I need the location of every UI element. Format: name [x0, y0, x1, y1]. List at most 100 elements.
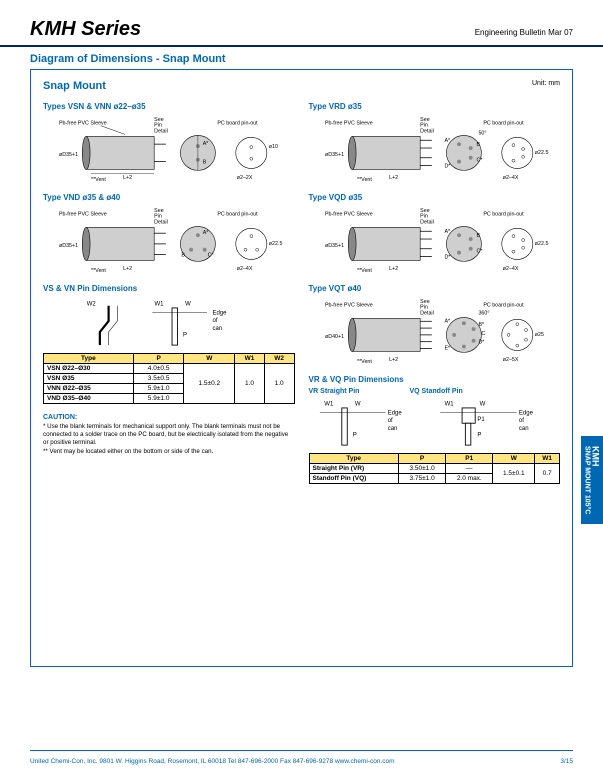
svg-text:Pb-free PVC Sleeve: Pb-free PVC Sleeve: [324, 121, 372, 127]
svg-text:L+2: L+2: [389, 175, 398, 181]
svg-text:E*: E*: [444, 345, 450, 351]
svg-text:L+2: L+2: [389, 266, 398, 272]
vs-pin-table: Type P W W1 W2 VSN Ø22–Ø30 4.0±0.5 1.5±0…: [43, 353, 295, 404]
svg-text:Detail: Detail: [420, 219, 434, 225]
svg-text:PC board pin-out: PC board pin-out: [483, 121, 524, 127]
svg-text:L+2: L+2: [389, 357, 398, 363]
right-column: Type VRD ø35 Pb-free PVC Sleeve See Pin …: [309, 100, 561, 484]
svg-text:**Vent: **Vent: [357, 177, 372, 183]
svg-text:ø2–4X: ø2–4X: [237, 266, 253, 272]
svg-text:PC board pin-out: PC board pin-out: [483, 303, 524, 309]
svg-text:Edge: Edge: [518, 410, 533, 416]
svg-text:360°: 360°: [478, 310, 489, 316]
type-vsn-vnn-label: Types VSN & VNN ø22–ø35: [43, 102, 295, 111]
table-cell: 3.5±0.5: [133, 374, 184, 384]
table-cell: VSN Ø22–Ø30: [44, 364, 134, 374]
diagram-vrd: Pb-free PVC Sleeve See Pin Detail PC boa…: [309, 115, 561, 183]
pinout-label: PC board pin-out: [217, 121, 258, 127]
svg-text:ø22.5: ø22.5: [534, 150, 548, 156]
table-cell: VSN Ø35: [44, 374, 134, 384]
diagram-vs-vn-pins: W2 W1 W Edge of can P: [43, 297, 295, 347]
svg-text:can: can: [518, 426, 528, 432]
svg-text:A*: A*: [444, 138, 450, 144]
svg-text:PC board pin-out: PC board pin-out: [483, 212, 524, 218]
vr-pin-table: Type P P1 W W1 Straight Pin (VR) 3.50±1.…: [309, 453, 561, 484]
table-cell: 1.5±0.1: [493, 464, 535, 484]
th-p1: P1: [446, 454, 493, 464]
svg-text:D*: D*: [478, 340, 484, 346]
svg-text:øD35+1: øD35+1: [59, 152, 78, 158]
svg-text:Detail: Detail: [154, 128, 168, 134]
th-w: W: [184, 354, 235, 364]
th-w1: W1: [535, 454, 560, 464]
th-w1: W1: [235, 354, 265, 364]
svg-text:ø22.5: ø22.5: [534, 241, 548, 247]
svg-text:**Vent: **Vent: [91, 177, 106, 183]
svg-text:A*: A*: [203, 230, 209, 236]
footer-page: 3/15: [560, 758, 573, 765]
caution-text-1: * Use the blank terminals for mechanical…: [43, 423, 295, 446]
svg-text:Detail: Detail: [154, 219, 168, 225]
svg-text:Edge: Edge: [387, 410, 402, 416]
svg-text:B*: B*: [478, 322, 484, 328]
table-cell: 1.5±0.2: [184, 364, 235, 404]
svg-text:W2: W2: [87, 302, 97, 308]
diagram-vnd: Pb-free PVC Sleeve See Pin Detail PC boa…: [43, 206, 295, 274]
svg-text:øD35+1: øD35+1: [59, 243, 78, 249]
table-cell: 2.0 max.: [446, 474, 493, 484]
svg-text:**Vent: **Vent: [91, 268, 106, 274]
svg-text:**Vent: **Vent: [357, 359, 372, 365]
svg-text:**Vent: **Vent: [357, 268, 372, 274]
svg-text:C*: C*: [208, 253, 214, 259]
svg-text:W: W: [479, 402, 485, 408]
table-cell: Straight Pin (VR): [309, 464, 398, 474]
svg-text:W1: W1: [444, 402, 454, 408]
svg-text:D*: D*: [444, 254, 450, 260]
svg-text:can: can: [387, 426, 397, 432]
box-title: Snap Mount: [43, 80, 106, 92]
type-vnd-label: Type VND ø35 & ø40: [43, 193, 295, 202]
sleeve-label: Pb-free PVC Sleeve: [59, 121, 107, 127]
diagram-vqd: Pb-free PVC Sleeve See Pin Detail PC boa…: [309, 206, 561, 274]
svg-text:ø25: ø25: [534, 332, 543, 338]
svg-text:A*: A*: [203, 141, 209, 147]
svg-text:of: of: [212, 318, 217, 324]
svg-text:Detail: Detail: [420, 128, 434, 134]
svg-text:B: B: [476, 142, 480, 148]
svg-text:P: P: [183, 332, 187, 338]
vr-straight-label: VR Straight Pin: [309, 388, 360, 395]
svg-text:ø10: ø10: [269, 144, 278, 150]
series-title: KMH Series: [30, 18, 141, 41]
unit-label: Unit: mm: [532, 80, 560, 92]
svg-text:Detail: Detail: [420, 310, 434, 316]
side-tab-title: KMH: [591, 446, 601, 467]
type-vqd-label: Type VQD ø35: [309, 193, 561, 202]
footer-company: United Chemi-Con, Inc. 9801 W. Higgins R…: [30, 758, 395, 765]
table-cell: 0.7: [535, 464, 560, 484]
table-cell: Standoff Pin (VQ): [309, 474, 398, 484]
svg-text:B: B: [203, 160, 207, 166]
diagram-vqt: Pb-free PVC Sleeve See Pin Detail PC boa…: [309, 297, 561, 365]
table-cell: 3.50±1.0: [398, 464, 445, 474]
svg-text:P: P: [352, 432, 356, 438]
svg-text:P: P: [477, 432, 481, 438]
svg-text:PC board pin-out: PC board pin-out: [217, 212, 258, 218]
svg-text:A*: A*: [444, 318, 450, 324]
svg-text:B: B: [476, 233, 480, 239]
svg-text:øD40+1: øD40+1: [324, 334, 343, 340]
table-cell: —: [446, 464, 493, 474]
svg-text:B: B: [181, 253, 185, 259]
svg-text:of: of: [387, 418, 392, 424]
svg-text:A*: A*: [444, 229, 450, 235]
svg-text:ø22.5: ø22.5: [269, 241, 283, 247]
svg-text:W1: W1: [155, 302, 165, 308]
svg-text:øD35+1: øD35+1: [324, 243, 343, 249]
svg-text:Pb-free PVC Sleeve: Pb-free PVC Sleeve: [324, 303, 372, 309]
subheading: Diagram of Dimensions - Snap Mount: [0, 47, 603, 69]
svg-text:can: can: [212, 326, 222, 332]
th-p: P: [133, 354, 184, 364]
table-cell: 1.0: [235, 364, 265, 404]
svg-text:ø2–5X: ø2–5X: [502, 357, 518, 363]
svg-text:Pb-free PVC Sleeve: Pb-free PVC Sleeve: [324, 212, 372, 218]
bulletin-label: Engineering Bulletin Mar 07: [475, 28, 573, 37]
